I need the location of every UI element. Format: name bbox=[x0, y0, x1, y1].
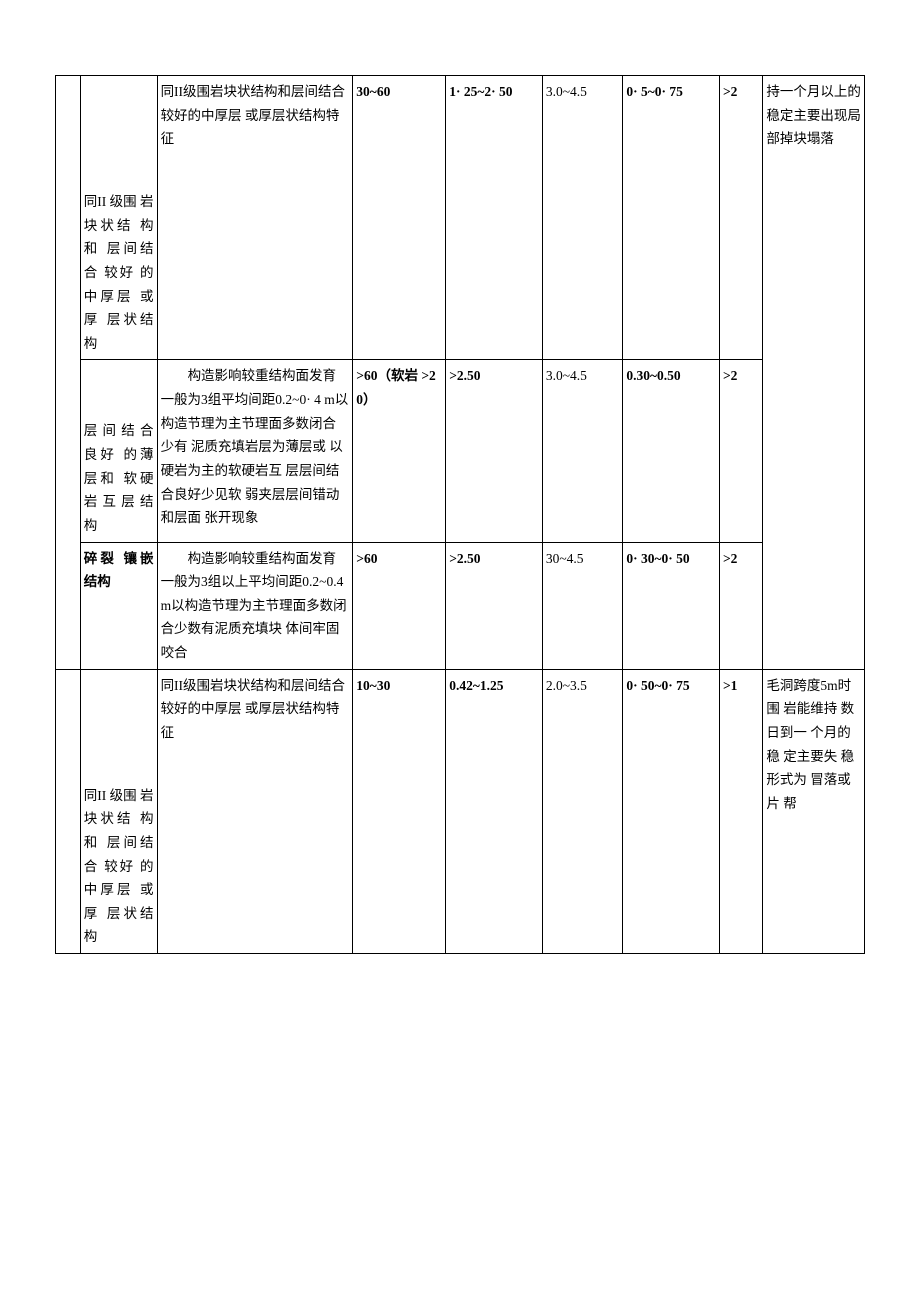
cell-value: 0· 50~0· 75 bbox=[623, 669, 720, 953]
cell-value: >60（软岩 >20） bbox=[353, 360, 446, 542]
cell-value: 1· 25~2· 50 bbox=[446, 76, 543, 360]
cell-group-id bbox=[56, 76, 81, 670]
cell-text: 同II 级围 岩块状结 构和 层间结合 较好 的中厚层 或厚 层状结构 bbox=[84, 194, 154, 351]
cell-value: 2.0~3.5 bbox=[542, 669, 623, 953]
cell-value: 10~30 bbox=[353, 669, 446, 953]
cell-value: >2 bbox=[719, 360, 762, 542]
cell-structure-type: 层间结合 良好 的薄层和 软硬 岩互层结 构 bbox=[80, 360, 157, 542]
table-row: 同II 级围 岩块状结 构和 层间结合 较好 的中厚层 或厚 层状结构 同II级… bbox=[56, 669, 865, 953]
cell-structure-type: 碎裂 镶嵌 结构 bbox=[80, 542, 157, 669]
cell-value: >2.50 bbox=[446, 542, 543, 669]
cell-group-id bbox=[56, 669, 81, 953]
cell-text: 层间结合 良好 的薄层和 软硬 岩互层结 构 bbox=[84, 423, 154, 533]
cell-text: 碎裂 镶嵌 结构 bbox=[84, 551, 154, 590]
table-row: 同II 级围 岩块状结 构和 层间结合 较好 的中厚层 或厚 层状结构 同II级… bbox=[56, 76, 865, 360]
cell-value: >2 bbox=[719, 542, 762, 669]
cell-value: 30~4.5 bbox=[542, 542, 623, 669]
cell-value: 30~60 bbox=[353, 76, 446, 360]
cell-description: 同II级围岩块状结构和层间结合较好的中厚层 或厚层状结构特征 bbox=[157, 76, 353, 360]
cell-value: 0.30~0.50 bbox=[623, 360, 720, 542]
cell-structure-type: 同II 级围 岩块状结 构和 层间结合 较好 的中厚层 或厚 层状结构 bbox=[80, 669, 157, 953]
cell-text: 同II 级围 岩块状结 构和 层间结合 较好 的中厚层 或厚 层状结构 bbox=[84, 788, 154, 945]
table-row: 碎裂 镶嵌 结构 构造影响较重结构面发育一般为3组以上平均间距0.2~0.4 m… bbox=[56, 542, 865, 669]
cell-text: 构造影响较重结构面发育一般为3组平均间距0.2~0· 4 m以构造节理为主节理面… bbox=[161, 368, 349, 525]
cell-value: >1 bbox=[719, 669, 762, 953]
cell-stability: 毛洞跨度5m时围 岩能维持 数日到一 个月的稳 定主要失 稳形式为 冒落或片 帮 bbox=[763, 669, 865, 953]
cell-value: >2.50 bbox=[446, 360, 543, 542]
cell-description: 构造影响较重结构面发育一般为3组平均间距0.2~0· 4 m以构造节理为主节理面… bbox=[157, 360, 353, 542]
cell-value: >2 bbox=[719, 76, 762, 360]
cell-value: 3.0~4.5 bbox=[542, 76, 623, 360]
cell-value: >60 bbox=[353, 542, 446, 669]
cell-value: 0· 30~0· 50 bbox=[623, 542, 720, 669]
cell-description: 构造影响较重结构面发育一般为3组以上平均间距0.2~0.4 m以构造节理为主节理… bbox=[157, 542, 353, 669]
cell-value: 0· 5~0· 75 bbox=[623, 76, 720, 360]
table-row: 层间结合 良好 的薄层和 软硬 岩互层结 构 构造影响较重结构面发育一般为3组平… bbox=[56, 360, 865, 542]
cell-stability: 持一个月以上的稳定主要出现局部掉块塌落 bbox=[763, 76, 865, 670]
cell-value: 3.0~4.5 bbox=[542, 360, 623, 542]
cell-value: 0.42~1.25 bbox=[446, 669, 543, 953]
cell-description: 同II级围岩块状结构和层间结合较好的中厚层 或厚层状结构特征 bbox=[157, 669, 353, 953]
cell-structure-type: 同II 级围 岩块状结 构和 层间结合 较好 的中厚层 或厚 层状结构 bbox=[80, 76, 157, 360]
rock-classification-table: 同II 级围 岩块状结 构和 层间结合 较好 的中厚层 或厚 层状结构 同II级… bbox=[55, 75, 865, 954]
cell-text: 构造影响较重结构面发育一般为3组以上平均间距0.2~0.4 m以构造节理为主节理… bbox=[161, 551, 347, 661]
